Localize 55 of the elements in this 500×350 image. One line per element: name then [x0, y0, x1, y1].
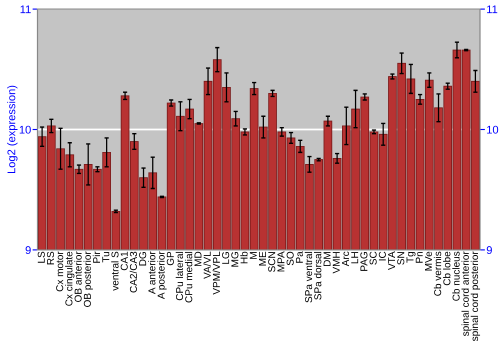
x-tick-label: Cb nucleus: [452, 252, 460, 301]
x-tick-label: IC: [378, 252, 386, 260]
x-tick-label: Tu: [102, 252, 110, 262]
x-tick-label: Pn: [416, 252, 423, 263]
y2-tick-label: 10: [487, 126, 498, 134]
x-tick-label: Cx motor: [56, 251, 64, 292]
x-tick-label: Tg: [406, 252, 416, 263]
x-tick-label: CPu lateral: [176, 252, 184, 300]
x-tick-label: SCN: [268, 252, 276, 272]
x-tick-label: Hb: [240, 252, 248, 264]
x-tick-label: SPa ventral: [304, 252, 312, 303]
x-tick-label: SO: [286, 252, 294, 266]
x-tick-label: SPa dorsal: [314, 252, 322, 300]
x-tick-label: MPA: [278, 251, 284, 272]
x-tick-label: ME: [259, 252, 266, 266]
x-tick-label: spinal cord anterior: [462, 251, 471, 336]
y-tick-label: 11: [20, 5, 31, 14]
x-tick-label: A posterior: [157, 251, 167, 300]
x-tick-label: Cb vermis: [434, 252, 442, 296]
x-tick-label: Pir: [92, 251, 100, 263]
y-axis-title: Log2 (expression): [7, 86, 18, 174]
x-tick-label: MG: [231, 252, 238, 267]
x-tick-label: PAG: [360, 252, 368, 271]
x-tick-label: OB posterior: [84, 251, 93, 307]
x-tick-label: GP: [166, 252, 174, 266]
x-tick-label: MVe: [425, 252, 432, 270]
x-tick-label: SC: [370, 252, 377, 265]
x-tick-label: DM: [324, 252, 330, 266]
x-tick-label: Cx cingulate: [65, 252, 74, 306]
x-tick-label: spinal cord posterior: [470, 251, 480, 342]
y2-tick-label: 9: [486, 246, 492, 254]
x-tick-label: MD: [194, 252, 202, 266]
x-tick-label: VTA: [388, 251, 396, 270]
x-tick-label: LS: [38, 252, 45, 263]
x-tick-label: Arc: [342, 252, 350, 266]
x-tick-label: Pa: [296, 251, 303, 263]
y-tick-label: 9: [26, 246, 31, 254]
x-tick-label: OB anterior: [74, 251, 82, 302]
x-tick-label: VA/VL: [203, 252, 211, 279]
x-tick-label: VPM/VPL: [212, 252, 220, 295]
x-tick-label: ventral S: [111, 252, 119, 291]
x-tick-label: A anterior: [148, 251, 156, 294]
x-tick-label: LG: [222, 252, 230, 264]
y2-tick-label: 11: [487, 5, 498, 14]
x-tick-label: VMH: [332, 252, 340, 274]
x-tick-label: CA1: [120, 252, 128, 270]
x-tick-label: M: [250, 252, 257, 259]
x-tick-label: LH: [351, 252, 358, 264]
x-tick-label: Cb lobe: [443, 252, 450, 286]
x-tick-label: RS: [46, 252, 54, 264]
x-tick-label: DG: [139, 252, 146, 266]
x-tick-label: SN: [397, 252, 404, 265]
x-tick-label: CA2/CA3: [130, 252, 137, 292]
x-tick-label: CPu medial: [184, 252, 192, 302]
y-tick-label: 10: [20, 126, 31, 134]
